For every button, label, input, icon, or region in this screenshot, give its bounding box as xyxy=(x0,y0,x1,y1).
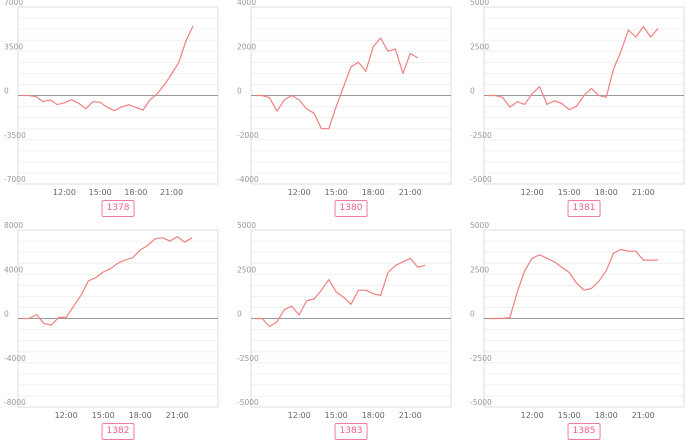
x-tick-label: 12:00 xyxy=(53,188,76,197)
chart-panel-1380: 4000 2000 0 -2000 -4000 12:00 15:00 18:00 21:00 1… xyxy=(233,0,458,223)
chart-id-badge[interactable]: 1380 xyxy=(334,200,368,217)
y-tick-label: 4000 xyxy=(4,265,23,274)
series-line xyxy=(487,25,659,111)
x-tick-label: 18:00 xyxy=(595,188,618,197)
y-tick-label: -5000 xyxy=(470,175,492,184)
y-tick-label: 8000 xyxy=(4,221,23,230)
y-tick-label: -2500 xyxy=(470,354,492,363)
x-tick-label: 12:00 xyxy=(288,411,311,420)
x-tick-label: 12:00 xyxy=(55,411,78,420)
x-tick-label: 18:00 xyxy=(362,188,385,197)
y-tick-label: -4000 xyxy=(4,354,26,363)
x-tick-label: 21:00 xyxy=(632,411,655,420)
x-tick-label: 12:00 xyxy=(521,411,544,420)
series-line xyxy=(21,236,193,326)
chart-panel-1381: 5000 2500 0 -2500 -5000 12:00 15:00 18:00 21:00 1… xyxy=(466,0,691,223)
y-tick-label: -2000 xyxy=(237,131,259,140)
y-tick-label: -5000 xyxy=(237,398,259,407)
x-tick-label: 15:00 xyxy=(89,188,112,197)
chart-id-badge[interactable]: 1383 xyxy=(334,423,368,440)
chart-svg: 8000 4000 0 -4000 -8000 12:00 15:00 18:00 21:00 xyxy=(4,221,219,420)
y-tick-label: 2500 xyxy=(237,265,256,274)
chart-panel-1383: 5000 2500 0 -2500 -5000 12:00 15:00 18:00 21:00 1… xyxy=(233,221,458,446)
y-tick-label: 0 xyxy=(4,87,9,96)
x-tick-label: 21:00 xyxy=(399,188,422,197)
chart-id-badge[interactable]: 1378 xyxy=(101,200,135,217)
y-tick-label: 0 xyxy=(237,310,242,319)
y-tick-label: 4000 xyxy=(237,0,256,7)
y-tick-label: 7000 xyxy=(4,0,23,7)
x-tick-label: 18:00 xyxy=(595,411,618,420)
y-tick-label: 2500 xyxy=(470,265,489,274)
x-tick-label: 21:00 xyxy=(160,188,183,197)
series-line xyxy=(254,37,419,130)
y-tick-label: 0 xyxy=(470,310,475,319)
x-tick-label: 12:00 xyxy=(288,188,311,197)
series-line xyxy=(254,257,426,328)
x-tick-label: 15:00 xyxy=(325,188,348,197)
y-tick-label: 5000 xyxy=(237,221,256,230)
x-tick-label: 18:00 xyxy=(129,411,152,420)
y-tick-label: -3500 xyxy=(4,131,26,140)
series-line xyxy=(487,248,659,320)
y-tick-label: -2500 xyxy=(470,131,492,140)
chart-svg: 5000 2500 0 -2500 -5000 12:00 15:00 18:00 21:00 xyxy=(237,221,452,420)
chart-svg: 5000 2500 0 -2500 -5000 12:00 15:00 18:00 21:00 xyxy=(470,221,685,420)
chart-panel-1385: 5000 2500 0 -2500 -5000 12:00 15:00 18:00 21:00 1… xyxy=(466,221,691,446)
y-tick-label: -2500 xyxy=(237,354,259,363)
x-tick-label: 12:00 xyxy=(521,188,544,197)
x-tick-label: 18:00 xyxy=(362,411,385,420)
chart-panel-1382: 8000 4000 0 -4000 -8000 12:00 15:00 18:00 21:00 1… xyxy=(0,221,225,446)
x-tick-label: 21:00 xyxy=(632,188,655,197)
x-tick-label: 15:00 xyxy=(92,411,115,420)
chart-svg: 4000 2000 0 -2000 -4000 12:00 15:00 18:00 21:00 xyxy=(237,0,452,197)
y-tick-label: -5000 xyxy=(470,398,492,407)
y-tick-label: 3500 xyxy=(4,42,23,51)
x-tick-label: 15:00 xyxy=(558,411,581,420)
chart-id-badge[interactable]: 1381 xyxy=(567,200,601,217)
chart-panel-1378: 7000 3500 0 -3500 -7000 12:00 15:00 18:00 21:00 1… xyxy=(0,0,225,223)
y-tick-label: 5000 xyxy=(470,0,489,7)
chart-id-badge[interactable]: 1382 xyxy=(101,423,135,440)
y-tick-label: 0 xyxy=(4,310,9,319)
x-tick-label: 15:00 xyxy=(558,188,581,197)
x-tick-label: 15:00 xyxy=(325,411,348,420)
y-tick-label: -8000 xyxy=(4,398,26,407)
y-tick-label: -4000 xyxy=(237,175,259,184)
chart-svg: 5000 2500 0 -2500 -5000 12:00 15:00 18:00 21:00 xyxy=(470,0,685,197)
y-tick-label: 5000 xyxy=(470,221,489,230)
x-tick-label: 18:00 xyxy=(124,188,147,197)
x-tick-label: 21:00 xyxy=(166,411,189,420)
y-tick-label: 2500 xyxy=(470,42,489,51)
chart-id-badge[interactable]: 1385 xyxy=(567,423,601,440)
y-tick-label: 2000 xyxy=(237,42,256,51)
y-tick-label: -7000 xyxy=(4,175,26,184)
y-tick-label: 0 xyxy=(470,87,475,96)
x-tick-label: 21:00 xyxy=(399,411,422,420)
chart-svg: 7000 3500 0 -3500 -7000 12:00 15:00 18:00 21:00 xyxy=(4,0,219,197)
series-line xyxy=(21,25,194,112)
y-tick-label: 0 xyxy=(237,87,242,96)
